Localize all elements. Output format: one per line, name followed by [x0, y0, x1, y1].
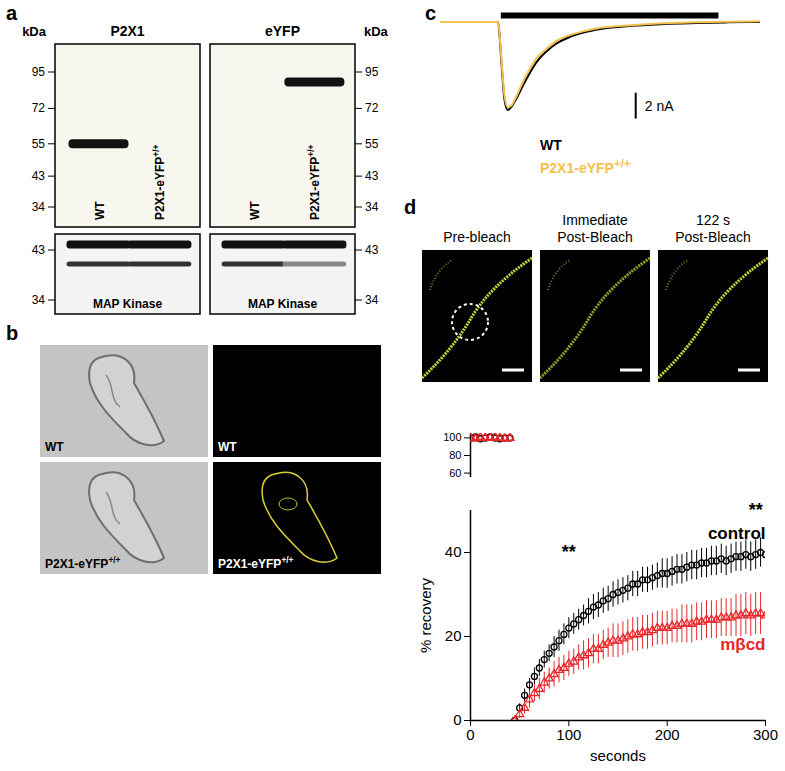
svg-text:95: 95 [365, 65, 379, 79]
svg-text:60: 60 [449, 467, 461, 479]
svg-text:200: 200 [655, 726, 680, 743]
svg-text:control: control [708, 524, 766, 543]
svg-text:72: 72 [365, 101, 379, 115]
svg-text:Pre-bleach: Pre-bleach [443, 229, 511, 245]
html-text:P2X1-eYFP+/+: P2X1-eYFP+/+ [540, 156, 631, 176]
html-text:WT: WT [540, 137, 562, 153]
svg-text:40: 40 [445, 543, 462, 560]
svg-text:72: 72 [32, 101, 46, 115]
svg-text:MAP Kinase: MAP Kinase [93, 297, 162, 311]
svg-text:55: 55 [32, 137, 46, 151]
svg-text:Post-Bleach: Post-Bleach [675, 229, 750, 245]
svg-text:P2X1-eYFP+/+: P2X1-eYFP+/+ [218, 555, 294, 571]
svg-text:2 nA: 2 nA [645, 98, 674, 114]
svg-text:kDa: kDa [364, 24, 389, 39]
html-text:a: a [6, 2, 18, 24]
svg-text:0: 0 [453, 711, 461, 728]
svg-text:43: 43 [365, 169, 379, 183]
svg-text:P2X1: P2X1 [110, 23, 144, 39]
svg-text:% recovery: % recovery [417, 577, 434, 653]
svg-text:kDa: kDa [22, 24, 47, 39]
svg-text:P2X1-eYFP+/+: P2X1-eYFP+/+ [306, 144, 322, 220]
svg-text:80: 80 [449, 449, 461, 461]
html-text:d: d [404, 196, 417, 218]
svg-text:P2X1-eYFP+/+: P2X1-eYFP+/+ [151, 144, 167, 220]
svg-text:43: 43 [365, 243, 379, 257]
svg-text:P2X1-eYFP+/+: P2X1-eYFP+/+ [45, 555, 121, 571]
svg-text:100: 100 [443, 431, 461, 443]
svg-text:43: 43 [32, 243, 46, 257]
svg-text:WT: WT [45, 440, 64, 454]
svg-text:eYFP: eYFP [265, 23, 300, 39]
html-text:c: c [425, 2, 437, 24]
svg-text:**: ** [562, 542, 576, 562]
svg-text:300: 300 [753, 726, 778, 743]
svg-text:seconds: seconds [590, 747, 646, 764]
svg-text:20: 20 [445, 627, 462, 644]
svg-text:43: 43 [32, 169, 46, 183]
svg-text:0: 0 [466, 726, 474, 743]
svg-text:100: 100 [556, 726, 581, 743]
svg-text:WT: WT [93, 201, 107, 220]
svg-text:MAP Kinase: MAP Kinase [248, 297, 317, 311]
svg-text:WT: WT [218, 440, 237, 454]
svg-text:34: 34 [365, 200, 379, 214]
svg-text:55: 55 [365, 137, 379, 151]
svg-text:mβcd: mβcd [720, 635, 765, 654]
html-text:b: b [6, 322, 19, 344]
svg-text:Immediate: Immediate [562, 212, 628, 228]
svg-text:Post-Bleach: Post-Bleach [557, 229, 632, 245]
svg-text:95: 95 [32, 65, 46, 79]
svg-text:34: 34 [32, 293, 46, 307]
svg-text:34: 34 [32, 200, 46, 214]
svg-text:**: ** [749, 500, 763, 520]
svg-text:34: 34 [365, 293, 379, 307]
svg-text:122 s: 122 s [696, 212, 730, 228]
svg-text:WT: WT [248, 201, 262, 220]
